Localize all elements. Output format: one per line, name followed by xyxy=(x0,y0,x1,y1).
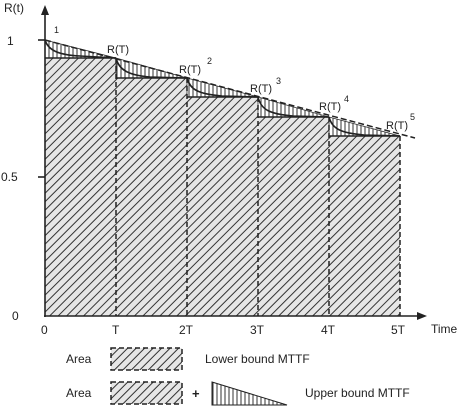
legend-plus: + xyxy=(192,386,200,401)
curve-label-2: R(T) xyxy=(107,44,129,56)
curve-labels: 1 R(T) R(T) 2 R(T) 3 R(T) 4 R(T) 5 xyxy=(54,25,415,132)
y-axis-arrow xyxy=(41,5,49,15)
x-tick-label-2T: 2T xyxy=(179,323,194,337)
axes xyxy=(38,5,427,320)
curve-segment-2 xyxy=(115,57,188,79)
curve-label-4: R(T) xyxy=(250,83,272,95)
legend-upper-swatch xyxy=(211,381,288,406)
y-tick-label-1: 1 xyxy=(7,34,14,48)
curve-label-5: R(T) xyxy=(319,101,341,113)
lower-block-2 xyxy=(116,78,187,316)
lower-block-5 xyxy=(329,136,400,316)
curve-segment-3 xyxy=(186,77,259,98)
curve-label-1-sup: 1 xyxy=(54,25,59,35)
x-axis-arrow xyxy=(417,312,427,320)
curve-segment-1 xyxy=(44,39,117,59)
lower-block-4 xyxy=(258,117,329,316)
curve-label-3: R(T) xyxy=(179,64,201,76)
x-tick-label-3T: 3T xyxy=(250,323,265,337)
curve-label-3-sup: 2 xyxy=(207,56,212,66)
legend-lower-swatch xyxy=(110,347,183,371)
x-tick-label-4T: 4T xyxy=(321,323,336,337)
x-tick-label-5T: 5T xyxy=(391,323,406,337)
x-tick-label-T: T xyxy=(112,323,120,337)
y-tick-label-05: 0.5 xyxy=(1,170,18,184)
lower-bound-blocks xyxy=(45,58,400,316)
upper-envelope-line xyxy=(44,39,416,139)
x-axis-title: Time xyxy=(431,322,457,336)
reliability-curves xyxy=(44,39,401,137)
lower-block-3 xyxy=(187,97,258,316)
legend-row1-desc: Lower bound MTTF xyxy=(205,352,310,366)
x-tick-label-0: 0 xyxy=(41,323,48,337)
curve-label-4-sup: 3 xyxy=(276,76,281,86)
y-tick-label-0: 0 xyxy=(12,309,19,323)
legend-row1-prefix: Area xyxy=(66,352,92,366)
curve-segment-5 xyxy=(328,116,401,137)
curve-label-6-sup: 5 xyxy=(410,112,415,122)
curve-label-5-sup: 4 xyxy=(344,94,349,104)
legend-row2-prefix: Area xyxy=(66,386,92,400)
legend: Area Lower bound MTTF Area + Upper bound… xyxy=(66,347,410,406)
curve-segment-4 xyxy=(257,96,330,118)
legend-lower-swatch-2 xyxy=(110,381,183,405)
legend-row2-desc: Upper bound MTTF xyxy=(305,386,410,400)
y-axis-title: R(t) xyxy=(4,1,24,15)
lower-block-1 xyxy=(45,58,116,316)
curve-label-6: R(T) xyxy=(386,120,408,132)
